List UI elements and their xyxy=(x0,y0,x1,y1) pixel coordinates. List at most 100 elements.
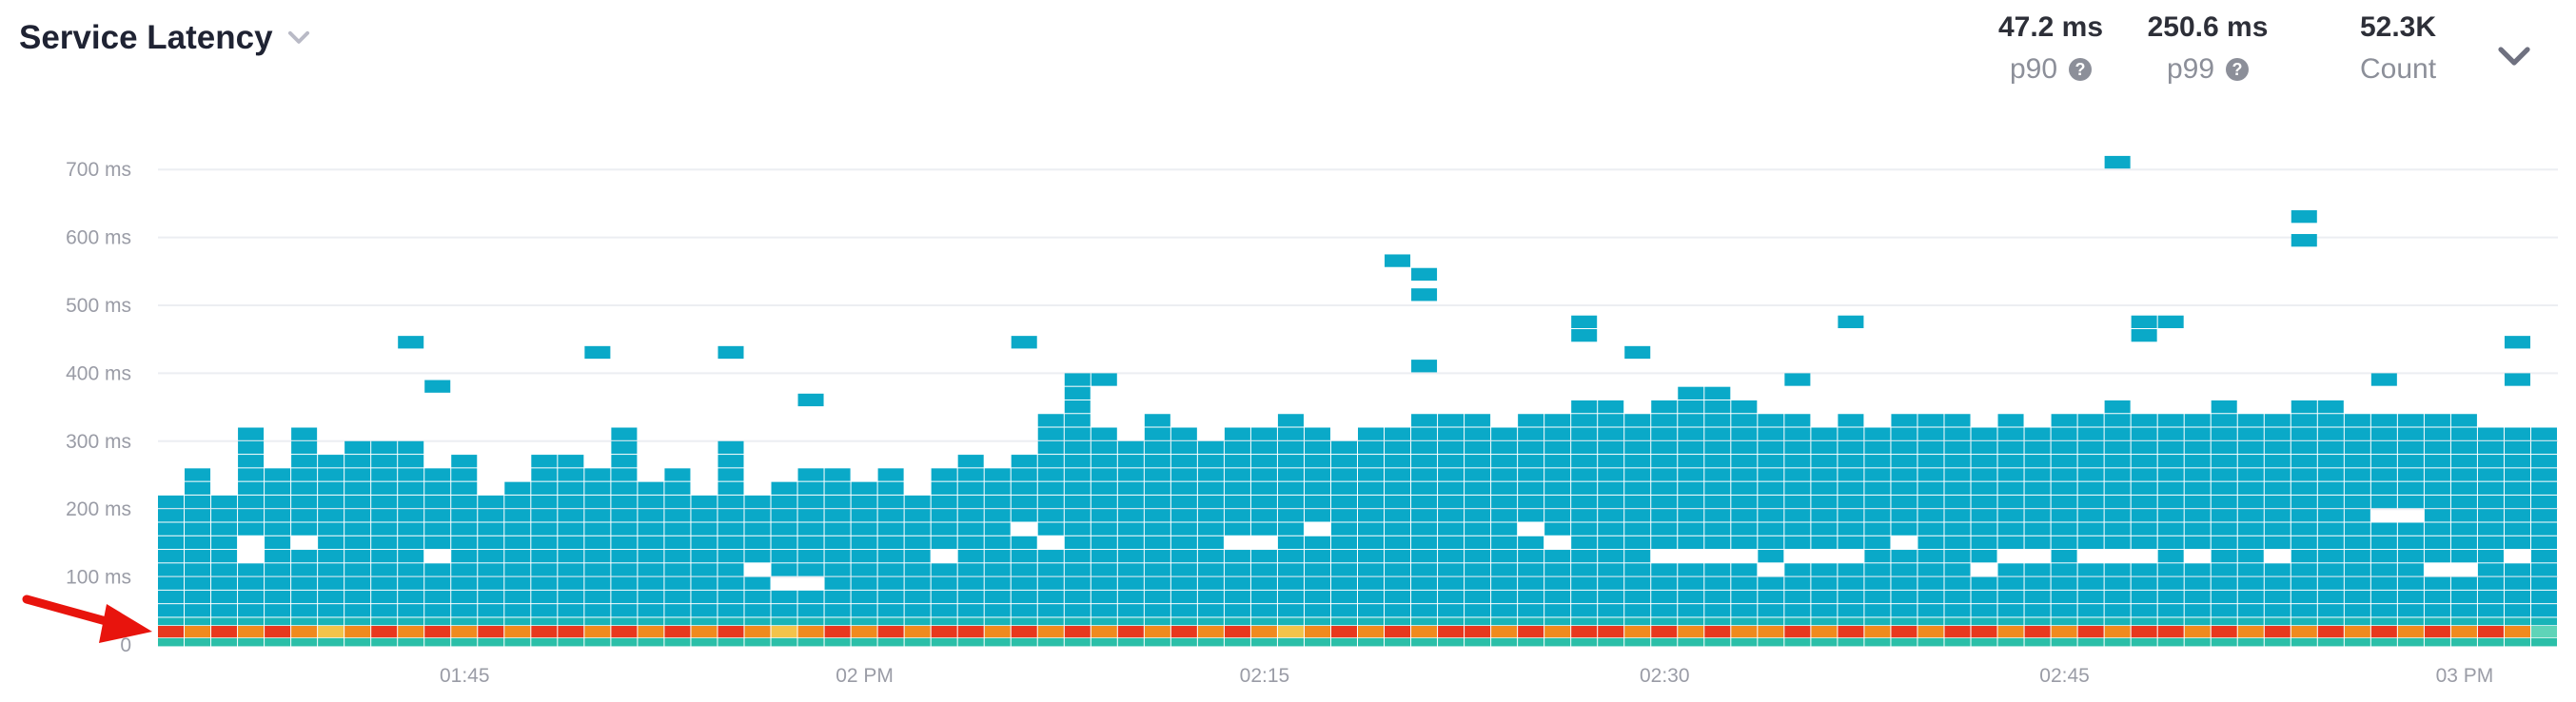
heatmap-cell xyxy=(1624,427,1651,440)
heatmap-cell xyxy=(1864,617,1891,626)
heatmap-cell xyxy=(904,626,931,638)
heatmap-cell xyxy=(2024,563,2051,576)
heatmap-cell xyxy=(1678,509,1704,522)
heatmap-cell xyxy=(2104,617,2131,626)
heatmap-cell xyxy=(1438,455,1465,468)
heatmap-cell xyxy=(1758,522,1784,536)
heatmap-cell xyxy=(1037,637,1064,647)
heatmap-cell xyxy=(1197,576,1224,590)
question-circle-icon[interactable]: ? xyxy=(2226,58,2250,81)
heatmap-cell xyxy=(1438,536,1465,550)
heatmap-cell xyxy=(1811,617,1838,626)
heatmap-cell xyxy=(1544,550,1571,563)
heatmap-cell xyxy=(185,481,211,495)
heatmap-cell xyxy=(877,550,904,563)
heatmap-cell xyxy=(1091,481,1117,495)
heatmap-cell xyxy=(611,427,638,440)
heatmap-cell xyxy=(1624,576,1651,590)
heatmap-cell xyxy=(931,563,957,576)
heatmap-cell xyxy=(2211,400,2237,414)
heatmap-cell xyxy=(2051,509,2077,522)
heatmap-cell xyxy=(2264,563,2291,576)
heatmap-cell xyxy=(957,563,984,576)
heatmap-cell xyxy=(1064,576,1091,590)
heatmap-cell xyxy=(2450,440,2477,455)
heatmap-cell xyxy=(931,590,957,604)
heatmap-cell xyxy=(2131,328,2157,342)
heatmap-cell xyxy=(1598,522,1624,536)
heatmap-cell xyxy=(2237,576,2264,590)
heatmap-cell xyxy=(1544,617,1571,626)
heatmap-cell xyxy=(904,637,931,647)
heatmap-cell xyxy=(1250,455,1277,468)
heatmap-cell xyxy=(2530,550,2557,563)
stat-label: Count xyxy=(2359,53,2437,85)
y-tick-label: 300 ms xyxy=(66,431,131,453)
heatmap-cell xyxy=(771,563,797,576)
heatmap-cell xyxy=(1731,637,1758,647)
heatmap-cell xyxy=(558,637,584,647)
heatmap-cell xyxy=(957,455,984,468)
heatmap-cell xyxy=(1891,617,1917,626)
heatmap-cell xyxy=(291,427,318,440)
heatmap-cell xyxy=(1197,617,1224,626)
heatmap-cell xyxy=(2131,637,2157,647)
heatmap-cell xyxy=(158,604,185,617)
heatmap-cell xyxy=(1250,427,1277,440)
heatmap-cell xyxy=(1598,637,1624,647)
heatmap-cell xyxy=(2291,563,2317,576)
heatmap-cell xyxy=(1917,509,1944,522)
heatmap-cell xyxy=(2131,495,2157,509)
heatmap-cell xyxy=(1170,626,1197,638)
heatmap-cell xyxy=(2211,626,2237,638)
heatmap-cell xyxy=(2157,414,2184,427)
heatmap-cell xyxy=(2344,563,2370,576)
heatmap-cell xyxy=(1465,590,1491,604)
heatmap-cell xyxy=(2291,455,2317,468)
heatmap-cell xyxy=(1891,637,1917,647)
heatmap-cell xyxy=(1358,550,1385,563)
heatmap-cell xyxy=(1330,536,1357,550)
heatmap-cell xyxy=(1465,550,1491,563)
heatmap-cell xyxy=(1438,604,1465,617)
heatmap-cell xyxy=(558,604,584,617)
heatmap-cell xyxy=(1144,536,1170,550)
x-tick-label: 02:30 xyxy=(1640,665,1690,687)
heatmap-cell xyxy=(1170,509,1197,522)
heatmap-cell xyxy=(1438,576,1465,590)
heatmap-cell xyxy=(904,509,931,522)
heatmap-cell xyxy=(2024,604,2051,617)
heatmap-cell xyxy=(1784,522,1811,536)
heatmap-cell xyxy=(2344,604,2370,617)
heatmap-cell xyxy=(2291,495,2317,509)
heatmap-cell xyxy=(1731,617,1758,626)
heatmap-cell xyxy=(1438,617,1465,626)
heatmap-cell xyxy=(1758,414,1784,427)
heatmap-cell xyxy=(957,626,984,638)
heatmap-cell xyxy=(2024,522,2051,536)
heatmap-cell xyxy=(1704,522,1731,536)
heatmap-cell xyxy=(931,604,957,617)
heatmap-cell xyxy=(211,563,238,576)
heatmap-cell xyxy=(2370,576,2397,590)
heatmap-cell xyxy=(2317,522,2344,536)
heatmap-cell xyxy=(371,495,398,509)
heatmap-cell xyxy=(1518,414,1544,427)
heatmap-cell xyxy=(1784,626,1811,638)
heatmap-cell xyxy=(291,563,318,576)
chart-title: Service Latency xyxy=(19,19,273,56)
heatmap-cell xyxy=(2397,536,2424,550)
heatmap-cell xyxy=(1037,481,1064,495)
question-circle-icon[interactable]: ? xyxy=(2069,58,2093,81)
heatmap-cell xyxy=(2291,604,2317,617)
heatmap-cell xyxy=(957,468,984,481)
heatmap-cell xyxy=(1624,481,1651,495)
heatmap-cell xyxy=(2397,495,2424,509)
heatmap-cell xyxy=(1224,617,1250,626)
chevron-down-icon[interactable] xyxy=(286,26,311,50)
heatmap-cell xyxy=(158,509,185,522)
heatmap-cell xyxy=(1358,440,1385,455)
heatmap-cell xyxy=(2157,468,2184,481)
chevron-down-icon[interactable] xyxy=(2495,36,2533,74)
heatmap-cell xyxy=(744,576,771,590)
